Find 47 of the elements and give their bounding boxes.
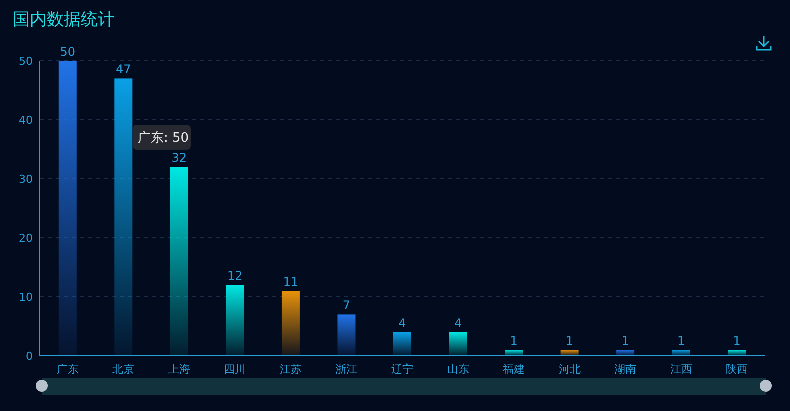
data-label: 12 [228, 269, 243, 284]
data-label: 32 [172, 151, 188, 166]
bar [58, 61, 77, 356]
bar [282, 291, 300, 356]
y-tick-label: 40 [19, 114, 33, 127]
bar [505, 350, 524, 356]
data-label: 4 [454, 316, 462, 330]
bar [449, 332, 468, 356]
bar [170, 167, 188, 356]
data-label: 11 [283, 275, 299, 290]
y-tick-label: 10 [19, 290, 33, 304]
data-label: 1 [733, 334, 741, 348]
bar [338, 314, 356, 356]
x-tick-label: 浙江 [336, 363, 358, 376]
bar [728, 350, 746, 356]
data-label: 7 [342, 298, 351, 313]
data-label: 1 [510, 334, 518, 348]
y-tick-label: 20 [19, 232, 33, 245]
y-tick-label: 30 [19, 172, 33, 186]
x-tick-label: 陕西 [726, 363, 748, 376]
x-tick-label: 河北 [558, 363, 581, 376]
bar [226, 285, 244, 356]
chart-title: 国内数据统计 [13, 10, 115, 30]
x-tick-label: 江西 [670, 363, 692, 376]
bar [394, 332, 412, 356]
x-tick-label: 湖南 [614, 363, 637, 376]
y-tick-label: 50 [19, 54, 33, 68]
bar [114, 78, 133, 356]
data-label: 50 [60, 45, 76, 59]
bar [672, 350, 690, 356]
x-tick-label: 辽宁 [392, 363, 414, 376]
x-tick-label: 四川 [224, 363, 246, 376]
data-label: 1 [566, 334, 574, 348]
x-tick-label: 北京 [112, 363, 135, 376]
annotation: 广东: 50 [138, 131, 190, 146]
data-label: 47 [116, 62, 132, 77]
data-label: 4 [398, 316, 406, 330]
y-tick-label: 0 [26, 350, 33, 363]
data-label: 1 [622, 334, 630, 348]
x-tick-label: 福建 [503, 363, 526, 376]
bar [560, 350, 579, 356]
x-tick-label: 江苏 [280, 363, 302, 376]
x-tick-label: 山东 [447, 363, 470, 376]
data-label: 1 [678, 334, 686, 348]
bar [616, 350, 635, 356]
x-tick-label: 广东 [56, 363, 79, 376]
x-tick-label: 上海 [168, 363, 190, 376]
